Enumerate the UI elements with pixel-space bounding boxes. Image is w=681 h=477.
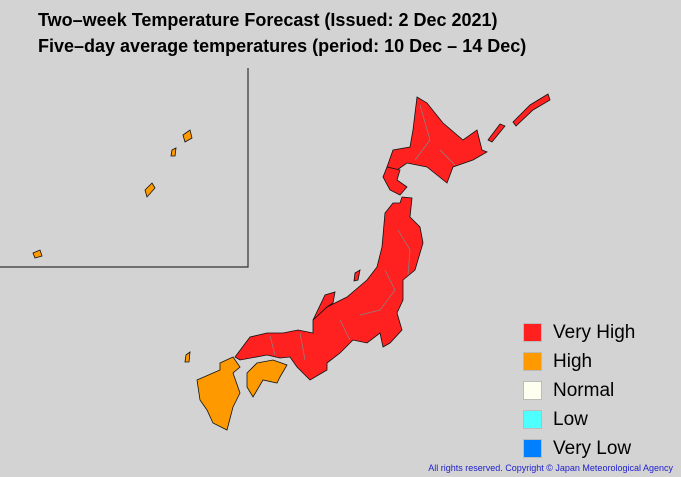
kuril-islands xyxy=(512,93,551,127)
region-hokkaido xyxy=(386,96,488,184)
legend: Very High High Normal Low Very Low xyxy=(523,318,635,463)
legend-swatch xyxy=(523,439,542,458)
legend-item-very-low: Very Low xyxy=(523,434,635,463)
legend-swatch xyxy=(523,410,542,429)
kuril-islands-2 xyxy=(487,123,506,143)
legend-label: Very High xyxy=(553,321,636,343)
region-goto-islands xyxy=(184,351,191,363)
region-okinawa-island-2 xyxy=(144,182,156,198)
legend-item-low: Low xyxy=(523,405,635,434)
legend-label: Normal xyxy=(553,379,615,401)
legend-label: Low xyxy=(553,408,588,430)
legend-swatch xyxy=(523,381,542,400)
legend-label: High xyxy=(553,350,593,372)
region-sakishima-island xyxy=(32,249,43,259)
legend-swatch xyxy=(523,323,542,342)
region-kyushu xyxy=(196,356,241,431)
legend-item-high: High xyxy=(523,347,635,376)
region-hokkaido-oshima xyxy=(382,166,408,196)
legend-swatch xyxy=(523,352,542,371)
region-honshu xyxy=(234,196,424,381)
inset-frame xyxy=(0,68,249,268)
legend-item-very-high: Very High xyxy=(523,318,635,347)
legend-item-normal: Normal xyxy=(523,376,635,405)
copyright-notice: All rights reserved. Copyright © Japan M… xyxy=(428,463,673,473)
map-title: Two–week Temperature Forecast (Issued: 2… xyxy=(38,10,498,30)
prefecture-borders xyxy=(269,104,456,361)
region-amami-island xyxy=(170,147,177,157)
region-okinawa-island-1 xyxy=(182,129,193,143)
noto-peninsula xyxy=(312,291,336,321)
legend-label: Very Low xyxy=(553,437,632,459)
region-shikoku xyxy=(246,359,288,398)
sado-island xyxy=(353,269,361,282)
map-subtitle: Five–day average temperatures (period: 1… xyxy=(38,36,527,56)
